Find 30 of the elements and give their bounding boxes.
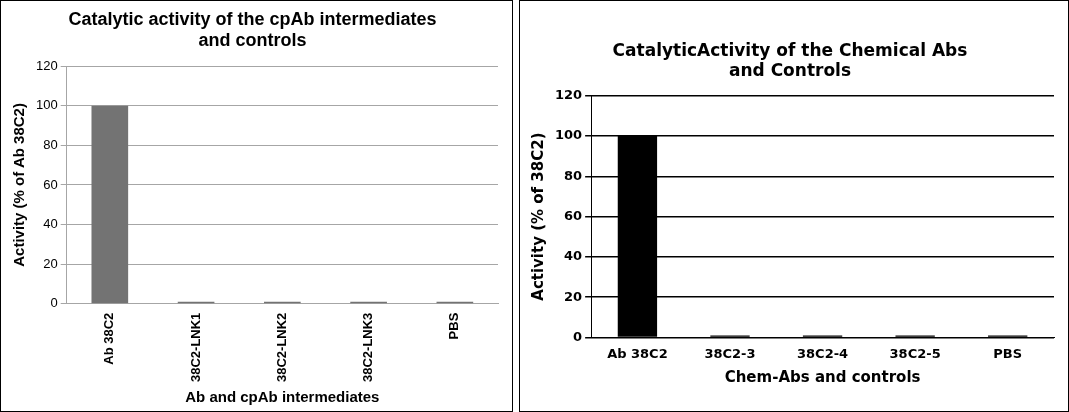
x-axis-title: Chem-Abs and controls [724, 367, 921, 386]
chart-title: CatalyticActivity of the Chemical Abs and Controls [612, 39, 968, 81]
y-tick-label: 0 [50, 295, 58, 311]
x-tick-label: 38C2-LNK3 [360, 312, 376, 382]
y-tick-label: 60 [564, 207, 583, 223]
x-tick-label: 38C2-LNK2 [273, 312, 289, 382]
x-tick-label: Ab 38C2 [607, 345, 668, 361]
y-axis-title: Activity (% of Ab 38C2) [10, 103, 28, 267]
x-tick-label: PBS [993, 345, 1023, 361]
y-tick-label: 0 [573, 328, 583, 344]
y-tick-label: 60 [43, 176, 58, 192]
x-tick-label: Ab 38C2 [101, 312, 117, 365]
chart-title: Catalytic activity of the cpAb intermediates and controls [68, 8, 437, 51]
y-tick-label: 100 [35, 97, 58, 113]
y-tick-label: 80 [564, 167, 583, 183]
y-tick-label: 80 [43, 136, 58, 152]
y-tick-label: 120 [35, 57, 58, 73]
x-tick-label: 38C2-5 [889, 345, 941, 361]
y-tick-label: 40 [564, 248, 583, 264]
y-tick-label: 20 [564, 288, 583, 304]
y-axis-title: Activity (% of 38C2) [528, 132, 547, 301]
x-tick-label: 38C2-LNK1 [187, 312, 203, 382]
x-axis-title: Ab and cpAb intermediates [185, 388, 380, 406]
x-tick-label: 38C2-4 [797, 345, 849, 361]
x-tick-label: 38C2-3 [704, 345, 756, 361]
y-tick-label: 120 [555, 87, 583, 103]
y-tick-label: 100 [555, 127, 583, 143]
y-tick-label: 40 [43, 216, 58, 232]
y-tick-label: 20 [43, 255, 58, 271]
x-tick-label: PBS [446, 312, 462, 340]
